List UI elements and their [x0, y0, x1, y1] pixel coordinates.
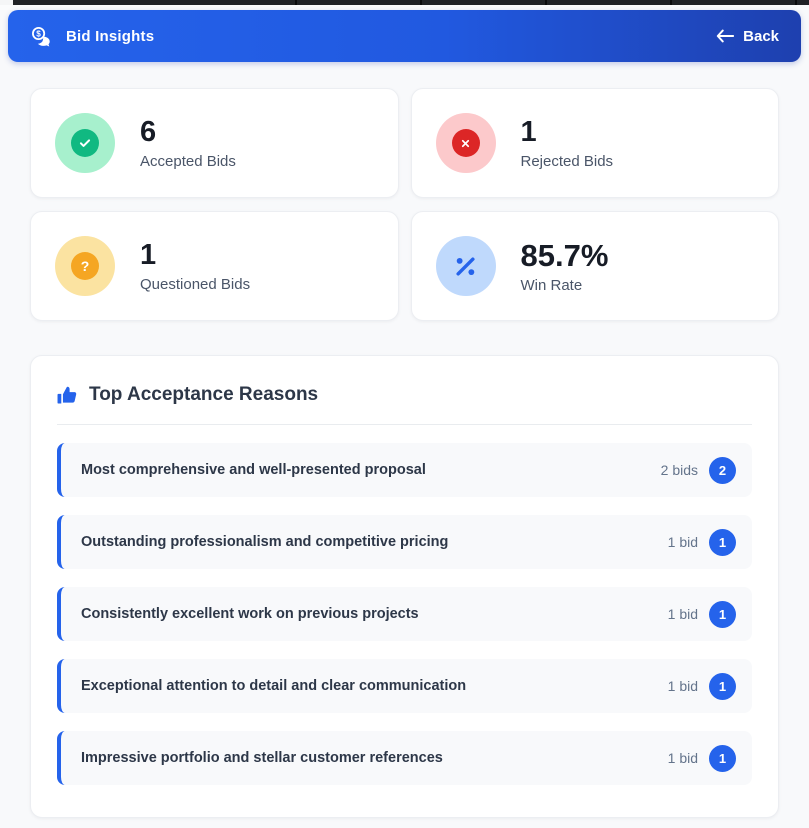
reason-count: 1 bid [667, 750, 698, 766]
stat-text: 1 Rejected Bids [521, 116, 614, 169]
tab-strip-highlight [0, 0, 13, 5]
stat-text: 1 Questioned Bids [140, 239, 250, 292]
reason-count: 1 bid [667, 678, 698, 694]
stat-card-win-rate: 85.7% Win Rate [410, 211, 779, 321]
questioned-circle: ? [55, 236, 115, 296]
top-acceptance-reasons-card: Top Acceptance Reasons Most comprehensiv… [30, 355, 779, 818]
win-rate-label: Win Rate [520, 276, 583, 294]
svg-text:$: $ [36, 29, 41, 38]
tab-separator [545, 0, 547, 5]
win-rate-value: 85.7% [520, 238, 609, 274]
reason-right: 2 bids 2 [660, 456, 736, 484]
reason-row: Most comprehensive and well-presented pr… [57, 443, 752, 497]
page-title: Bid Insights [66, 27, 155, 45]
reason-row: Exceptional attention to detail and clea… [57, 659, 752, 713]
win-rate-circle [435, 236, 496, 296]
comments-dollar-icon: $ [30, 26, 54, 47]
back-button-label: Back [743, 27, 779, 45]
reason-label: Most comprehensive and well-presented pr… [81, 462, 426, 478]
check-icon [71, 129, 99, 157]
reason-label: Outstanding professionalism and competit… [81, 534, 449, 550]
reason-right: 1 bid 1 [667, 744, 736, 772]
reason-row: Outstanding professionalism and competit… [57, 515, 752, 569]
rejected-bids-value: 1 [520, 116, 537, 149]
accepted-bids-value: 6 [140, 116, 157, 149]
stat-text: 85.7% Win Rate [521, 238, 609, 294]
accepted-circle [55, 113, 115, 173]
browser-tab-strip [0, 0, 809, 5]
back-button[interactable]: Back [716, 28, 779, 45]
reason-right: 1 bid 1 [667, 600, 736, 628]
tab-separator [420, 0, 422, 5]
x-icon [451, 129, 480, 157]
questioned-bids-value: 1 [140, 239, 157, 272]
thumbs-up-icon [57, 385, 78, 406]
tab-separator [795, 0, 797, 5]
count-badge: 1 [709, 672, 736, 700]
tab-separator [670, 0, 672, 5]
stat-card-questioned: ? 1 Questioned Bids [30, 211, 399, 321]
reason-right: 1 bid 1 [667, 672, 736, 700]
header-left: $ Bid Insights [30, 26, 154, 47]
arrow-left-icon [716, 29, 735, 43]
page-header: $ Bid Insights Back [8, 10, 801, 62]
stat-card-accepted: 6 Accepted Bids [30, 88, 399, 198]
question-icon: ? [71, 252, 99, 280]
reason-count: 1 bid [667, 534, 698, 550]
count-badge: 1 [709, 600, 736, 628]
top-gap [0, 5, 809, 10]
reason-right: 1 bid 1 [667, 528, 736, 556]
rejected-bids-label: Rejected Bids [520, 152, 614, 170]
stat-text: 6 Accepted Bids [140, 116, 236, 169]
stats-grid: 6 Accepted Bids 1 Rejected Bids ? [30, 88, 779, 321]
rejected-circle [435, 113, 496, 173]
reason-row: Consistently excellent work on previous … [57, 587, 752, 641]
reason-row: Impressive portfolio and stellar custome… [57, 731, 752, 785]
section-header: Top Acceptance Reasons [57, 380, 752, 425]
count-badge: 1 [709, 744, 736, 772]
reason-count: 2 bids [660, 462, 698, 478]
reason-label: Exceptional attention to detail and clea… [81, 678, 467, 694]
reason-label: Consistently excellent work on previous … [81, 606, 419, 622]
tab-separator [295, 0, 297, 5]
accepted-bids-label: Accepted Bids [140, 152, 236, 170]
card-bottom-padding [57, 785, 752, 809]
count-badge: 1 [709, 528, 736, 556]
section-title: Top Acceptance Reasons [89, 384, 319, 405]
questioned-bids-label: Questioned Bids [140, 275, 251, 293]
count-badge: 2 [709, 456, 736, 484]
reason-label: Impressive portfolio and stellar custome… [81, 750, 443, 766]
percent-icon [452, 253, 479, 280]
stat-card-rejected: 1 Rejected Bids [410, 88, 779, 198]
reason-count: 1 bid [667, 606, 698, 622]
